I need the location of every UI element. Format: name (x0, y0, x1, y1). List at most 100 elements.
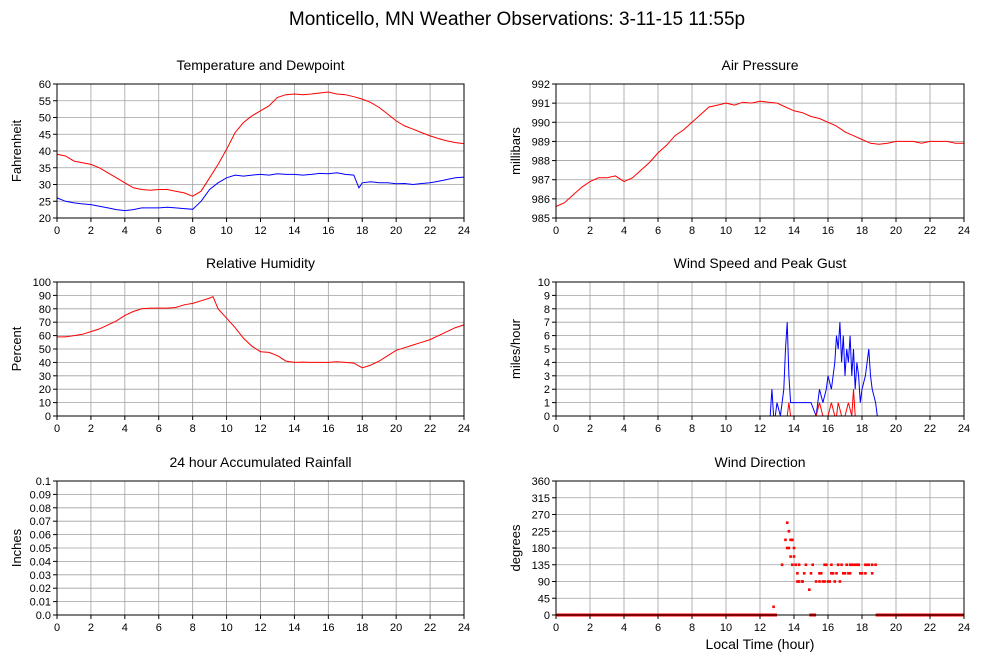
data-point (818, 580, 821, 583)
series-line-2 (56, 172, 465, 212)
series-line-1 (56, 91, 465, 197)
y-axis-label: Inches (9, 528, 24, 567)
y-tick-label: 0.08 (30, 503, 51, 515)
y-axis-label: miles/hour (508, 318, 523, 379)
y-tick-label: 180 (532, 543, 550, 555)
data-point (855, 563, 859, 567)
x-tick-label: 18 (856, 622, 868, 634)
data-point (842, 572, 845, 575)
data-point (826, 580, 830, 583)
data-point (791, 563, 794, 567)
y-axis-label: Percent (9, 326, 24, 371)
x-tick-label: 6 (156, 423, 162, 435)
x-tick-label: 12 (254, 622, 266, 634)
x-tick-label: 16 (322, 423, 334, 435)
data-point (859, 572, 862, 575)
x-tick-label: 8 (689, 225, 695, 237)
data-point (787, 529, 791, 533)
x-tick-label: 10 (720, 225, 732, 237)
y-tick-label: 0 (544, 411, 550, 423)
x-tick-label: 14 (788, 225, 800, 237)
y-tick-label: 4 (544, 357, 550, 369)
y-tick-label: 0.0 (36, 610, 51, 622)
data-point (835, 572, 838, 575)
data-point (848, 572, 852, 575)
x-tick-label: 2 (587, 423, 593, 435)
data-point (821, 580, 825, 583)
x-axis-label: Local Time (hour) (706, 636, 815, 652)
y-tick-label: 989 (532, 136, 550, 148)
x-tick-label: 24 (958, 622, 970, 634)
x-tick-label: 22 (424, 225, 436, 237)
y-tick-label: 30 (39, 180, 51, 192)
x-tick-label: 10 (720, 622, 732, 634)
y-tick-label: 9 (544, 290, 550, 302)
x-tick-label: 4 (122, 423, 128, 435)
y-tick-label: 0.1 (36, 476, 51, 488)
data-point (797, 563, 801, 567)
y-tick-label: 0 (45, 411, 51, 423)
y-tick-label: 0.02 (30, 583, 51, 595)
x-tick-label: 8 (689, 622, 695, 634)
y-tick-label: 100 (33, 277, 51, 289)
x-tick-label: 18 (856, 423, 868, 435)
x-tick-label: 22 (424, 423, 436, 435)
x-tick-label: 10 (720, 423, 732, 435)
y-tick-label: 270 (532, 510, 550, 522)
chart-direction: 0 2 4 6 8 10 12 14 16 18 20 22 240459013518022527031… (508, 454, 970, 634)
y-tick-label: 360 (532, 476, 550, 488)
y-tick-label: 20 (39, 213, 51, 225)
chart-title: Relative Humidity (206, 255, 315, 271)
chart-title: Temperature and Dewpoint (176, 57, 344, 73)
x-tick-label: 18 (356, 622, 368, 634)
data-point (772, 605, 775, 609)
y-tick-label: 45 (538, 593, 550, 605)
chart-rain: 0 2 4 6 8 10 12 14 16 18 20 22 240.00.010.020.030.04… (9, 454, 470, 634)
x-tick-label: 16 (322, 622, 334, 634)
data-point (852, 563, 855, 567)
y-tick-label: 35 (39, 163, 51, 175)
y-tick-label: 45 (39, 129, 51, 141)
chart-title: 24 hour Accumulated Rainfall (169, 454, 351, 470)
x-tick-label: 22 (924, 225, 936, 237)
data-point (847, 572, 850, 575)
x-tick-label: 24 (958, 423, 970, 435)
data-point (789, 538, 792, 542)
data-point (867, 563, 871, 567)
data-point (814, 580, 818, 583)
data-point (833, 580, 837, 583)
x-tick-label: 2 (88, 423, 94, 435)
y-tick-label: 50 (39, 113, 51, 125)
x-tick-label: 14 (288, 423, 300, 435)
x-tick-label: 16 (822, 423, 834, 435)
y-tick-label: 0.03 (30, 570, 51, 582)
data-point (819, 572, 823, 575)
y-tick-label: 0.06 (30, 530, 51, 542)
chart-pressure: 0 2 4 6 8 10 12 14 16 18 20 22 249859869879889899909… (508, 57, 970, 237)
y-tick-label: 991 (532, 98, 550, 110)
x-tick-label: 8 (190, 622, 196, 634)
x-tick-label: 22 (924, 622, 936, 634)
x-tick-label: 20 (890, 622, 902, 634)
y-tick-label: 40 (39, 357, 51, 369)
data-point (857, 563, 860, 567)
chart-humidity: 0 2 4 6 8 10 12 14 16 18 20 22 240102030405060708090… (9, 255, 470, 435)
y-tick-label: 10 (39, 398, 51, 410)
data-point (811, 563, 814, 567)
data-point (823, 563, 826, 567)
data-point (808, 588, 811, 591)
y-tick-label: 7 (544, 317, 550, 329)
y-tick-label: 40 (39, 146, 51, 158)
x-tick-label: 6 (655, 225, 661, 237)
data-point (838, 580, 842, 583)
y-tick-label: 987 (532, 175, 550, 187)
y-tick-label: 990 (532, 117, 550, 129)
y-tick-label: 986 (532, 194, 550, 206)
data-point (792, 555, 796, 558)
page-title: Monticello, MN Weather Observations: 3-1… (289, 9, 745, 30)
x-tick-label: 24 (958, 225, 970, 237)
x-tick-label: 18 (856, 225, 868, 237)
x-tick-label: 10 (220, 423, 232, 435)
data-point (870, 563, 874, 567)
